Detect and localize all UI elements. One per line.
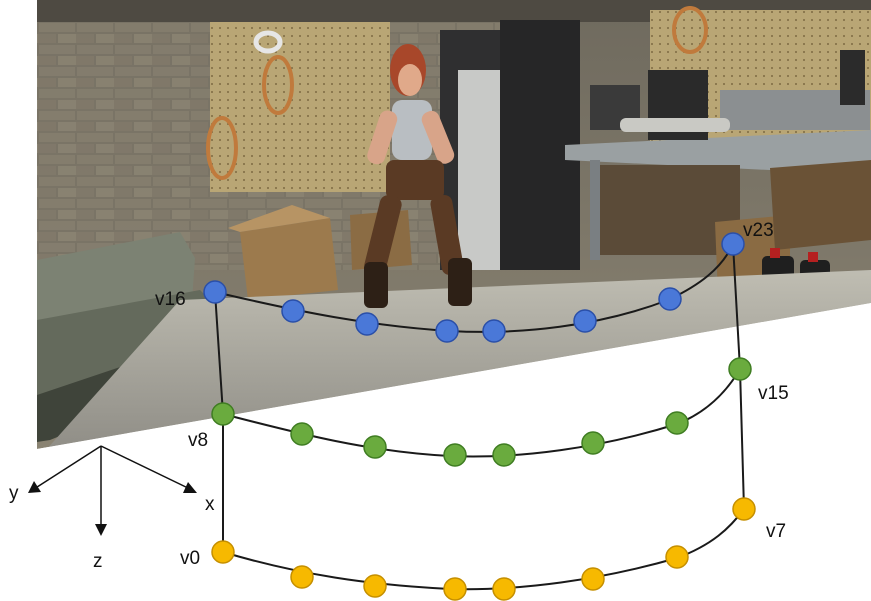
label-v7: v7 [766,521,786,542]
vertex [290,422,314,446]
ring-curve-bottom [222,508,745,591]
label-v8: v8 [188,430,208,451]
vertex [581,431,605,455]
coordinate-axes [28,445,197,536]
vertex [443,443,467,467]
vertex-v0 [211,540,235,564]
vertex [290,565,314,589]
vertex-v16 [203,280,227,304]
label-v0: v0 [180,548,200,569]
label-v15: v15 [758,383,789,404]
vertex-v23 [721,232,745,256]
vertex [443,577,467,601]
axis-y-arrowhead [28,481,41,493]
vertex [355,312,379,336]
vertex [658,287,682,311]
character-figure [364,44,472,308]
axis-x-label: x [205,494,215,515]
vertex [573,309,597,333]
vertex [492,443,516,467]
vertex-v15 [728,357,752,381]
axis-z-arrowhead [95,524,107,536]
ring-bottom-vertices [211,497,756,601]
ring-middle-vertices [211,357,752,467]
ring-top-vertices [203,232,745,343]
label-v23: v23 [743,220,774,241]
axis-y-label: y [9,483,19,504]
axis-y-line [33,445,102,490]
vertex [281,299,305,323]
vertex-v8 [211,402,235,426]
ring-curve-middle [222,368,741,458]
vertex [482,319,506,343]
vertex [581,567,605,591]
vertex [492,577,516,601]
garage-scene-background [37,0,871,449]
vertex [435,319,459,343]
ring-curve-top [214,243,734,333]
axis-z-label: z [93,551,103,572]
vertex [363,435,387,459]
vertex [665,411,689,435]
vertex [363,574,387,598]
axis-x-line [100,445,191,490]
vertex [665,545,689,569]
label-v16: v16 [155,289,186,310]
vertex-v7 [732,497,756,521]
axis-x-arrowhead [183,482,197,493]
